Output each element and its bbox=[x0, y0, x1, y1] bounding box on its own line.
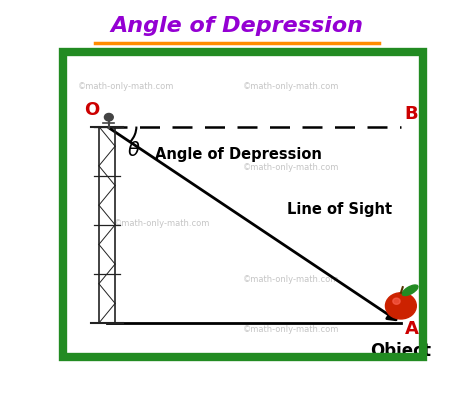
Text: B: B bbox=[405, 105, 418, 124]
Text: ©math-only-math.com: ©math-only-math.com bbox=[78, 81, 174, 91]
Text: θ: θ bbox=[127, 141, 139, 160]
Circle shape bbox=[393, 298, 400, 304]
Text: ©math-only-math.com: ©math-only-math.com bbox=[243, 81, 339, 91]
Text: ©math-only-math.com: ©math-only-math.com bbox=[243, 325, 339, 334]
Ellipse shape bbox=[402, 285, 418, 296]
Circle shape bbox=[104, 113, 113, 121]
Text: ©math-only-math.com: ©math-only-math.com bbox=[114, 219, 211, 228]
Text: Angle of Depression: Angle of Depression bbox=[155, 147, 322, 162]
Text: O: O bbox=[84, 101, 100, 119]
Text: Angle of Depression: Angle of Depression bbox=[110, 16, 364, 36]
Text: ©math-only-math.com: ©math-only-math.com bbox=[243, 275, 339, 284]
Circle shape bbox=[385, 293, 416, 319]
Text: ©math-only-math.com: ©math-only-math.com bbox=[243, 162, 339, 172]
Text: Object: Object bbox=[370, 342, 431, 360]
Text: Line of Sight: Line of Sight bbox=[287, 202, 392, 217]
Text: A: A bbox=[405, 320, 419, 338]
